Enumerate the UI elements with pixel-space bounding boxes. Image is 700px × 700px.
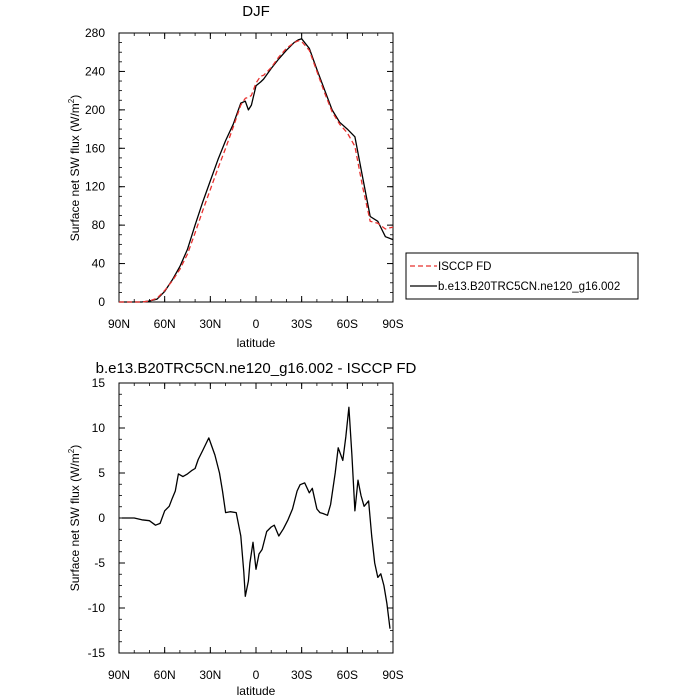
y-tick-label: 0 — [98, 295, 105, 309]
plot-frame — [118, 382, 394, 654]
x-tick-label: 0 — [253, 317, 260, 331]
series-line-isccp-fd — [119, 40, 394, 303]
top-panel: DJF 90N 60N 30N 0 30S 60S 90S 0 40 80 120 160 200 240… — [67, 3, 639, 350]
y-tick-label: 40 — [92, 257, 106, 271]
y-tick-label: 120 — [85, 180, 105, 194]
x-tick-label: 60S — [337, 317, 358, 331]
plot-frame — [118, 32, 394, 303]
bottom-y-axis-label-suffix: ) — [68, 445, 82, 449]
y-tick-label: 15 — [92, 376, 106, 390]
legend-label-model: b.e13.B20TRC5CN.ne120_g16.002 — [438, 281, 620, 293]
top-y-axis-label-sup: 2 — [67, 98, 76, 103]
legend-label-isccp: ISCCP FD — [438, 261, 491, 273]
y-tick-label: 0 — [98, 511, 105, 525]
top-y-axis-label-main: Surface net SW flux (W/m — [68, 103, 82, 241]
x-tick-label: 30S — [291, 317, 312, 331]
y-tick-label: -15 — [88, 646, 106, 660]
x-tick-label: 0 — [253, 668, 260, 682]
y-tick-label: 5 — [98, 466, 105, 480]
x-tick-label: 60N — [154, 317, 176, 331]
x-tick-label: 60N — [154, 668, 176, 682]
x-tick-label: 90N — [108, 668, 130, 682]
legend: ISCCP FD b.e13.B20TRC5CN.ne120_g16.002 — [405, 252, 639, 300]
y-tick-label: 10 — [92, 421, 106, 435]
top-chart-title: DJF — [242, 3, 270, 20]
bottom-chart-title: b.e13.B20TRC5CN.ne120_g16.002 - ISCCP FD — [96, 360, 417, 377]
bottom-plot-area: 90N 60N 30N 0 30S 60S 90S 15 10 5 0 -5 -10 -15 — [88, 376, 404, 682]
y-tick-label: 80 — [92, 218, 106, 232]
x-tick-label: 30S — [291, 668, 312, 682]
y-tick-label: -5 — [94, 556, 105, 570]
x-tick-label: 90N — [108, 317, 130, 331]
y-tick-label: -10 — [88, 601, 106, 615]
bottom-panel: b.e13.B20TRC5CN.ne120_g16.002 - ISCCP FD… — [67, 360, 417, 698]
bottom-y-axis-label-main: Surface net SW flux (W/m — [68, 453, 82, 591]
legend-box — [405, 252, 639, 300]
y-tick-label: 240 — [85, 64, 105, 78]
x-tick-label: 90S — [382, 668, 403, 682]
top-y-axis-label: Surface net SW flux (W/m2) — [67, 95, 82, 241]
top-x-axis-label: latitude — [237, 336, 276, 350]
x-tick-label: 60S — [337, 668, 358, 682]
bottom-y-axis-label-sup: 2 — [67, 448, 76, 453]
y-tick-label: 200 — [85, 103, 105, 117]
x-tick-label: 90S — [382, 317, 403, 331]
series-line-difference — [122, 406, 391, 629]
series-line-b-e13-b20trc5cn-ne120-g16-002 — [119, 38, 394, 303]
x-tick-label: 30N — [199, 317, 221, 331]
top-y-axis-label-suffix: ) — [68, 95, 82, 99]
x-tick-label: 30N — [199, 668, 221, 682]
bottom-x-axis-label: latitude — [237, 684, 276, 698]
y-tick-label: 160 — [85, 141, 105, 155]
y-tick-label: 280 — [85, 26, 105, 40]
bottom-y-axis-label: Surface net SW flux (W/m2) — [67, 445, 82, 591]
top-plot-area: 90N 60N 30N 0 30S 60S 90S 0 40 80 120 160 200 240 280 — [85, 26, 404, 331]
